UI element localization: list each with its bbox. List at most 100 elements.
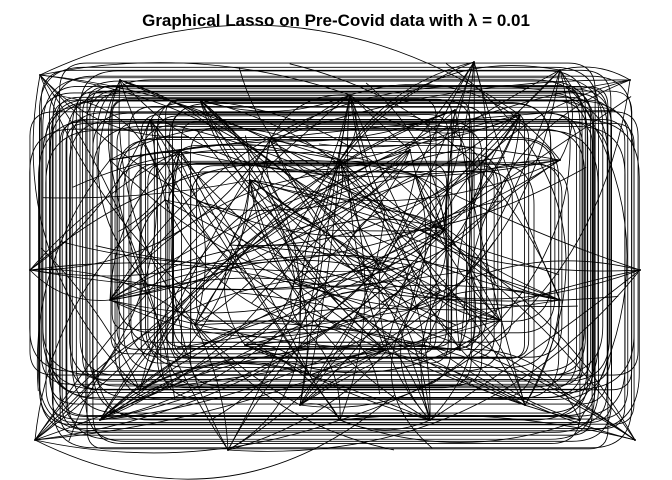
graph-edge	[459, 349, 581, 421]
graph-edge	[68, 259, 381, 442]
graph-edge	[140, 114, 449, 364]
graph-edge	[249, 159, 561, 202]
graph-edge	[71, 80, 594, 414]
graph-edge	[349, 94, 411, 266]
graph-edge	[429, 269, 641, 421]
graph-edge	[224, 249, 246, 346]
graph-node	[439, 289, 441, 291]
graph-edge	[339, 419, 431, 431]
graph-node	[99, 419, 101, 421]
graph-edge	[39, 24, 521, 116]
graph-edge	[199, 99, 561, 301]
graph-edge	[444, 61, 475, 231]
graph-edge	[294, 279, 619, 302]
graph-node	[409, 264, 411, 266]
graph-edge	[153, 115, 432, 363]
graph-edge	[109, 229, 446, 314]
graph-node	[109, 159, 111, 161]
graph-edge	[39, 74, 176, 401]
graph-edge	[39, 62, 351, 96]
graph-edge	[379, 269, 461, 351]
graph-node	[249, 179, 251, 181]
graph-edge	[249, 179, 386, 351]
graph-edge	[34, 394, 395, 480]
graph-edge	[381, 61, 488, 303]
graph-edge	[519, 110, 613, 116]
graph-edge	[229, 204, 276, 246]
graph-node	[339, 159, 341, 161]
graph-nodes	[29, 61, 641, 451]
graph-edge	[99, 229, 446, 421]
graph-edge	[275, 160, 446, 231]
graph-node	[309, 374, 311, 376]
graph-node	[384, 209, 386, 211]
graph-edge	[414, 61, 475, 176]
graph-node	[39, 74, 41, 76]
graph-edge	[118, 149, 181, 232]
graph-edge	[339, 419, 581, 443]
graph-edge	[379, 159, 561, 271]
graph-edge	[92, 126, 626, 417]
graph-node	[559, 159, 561, 161]
graph-edge	[344, 209, 386, 256]
graph-node	[194, 324, 196, 326]
graph-edge	[172, 144, 481, 349]
graph-node	[349, 94, 351, 96]
graph-node	[139, 389, 141, 391]
graph-edge	[52, 94, 166, 201]
graph-node	[244, 344, 246, 346]
graph-node	[294, 279, 296, 281]
graph-edge	[339, 159, 561, 301]
graph-edge	[196, 165, 499, 322]
graph-edge	[299, 94, 351, 406]
graph-edge	[229, 135, 251, 246]
graph-edge	[39, 74, 190, 138]
graph-node	[109, 299, 111, 301]
graph-node	[414, 174, 416, 176]
graph-node	[319, 229, 321, 231]
graph-edge	[316, 200, 501, 321]
graph-edge	[95, 245, 381, 272]
graph-node	[409, 149, 411, 151]
graph-edge	[36, 159, 111, 392]
graph-node	[274, 204, 276, 206]
graph-node	[524, 404, 526, 406]
graph-edge	[40, 69, 612, 385]
graph-edge	[45, 106, 629, 420]
graph-edge	[269, 139, 346, 256]
graph-edge	[52, 75, 632, 449]
graph-edge	[285, 149, 411, 232]
graph-edge	[197, 200, 296, 281]
graph-edge	[318, 114, 521, 148]
graph-node	[229, 244, 231, 246]
graph-edge	[227, 304, 420, 451]
graph-edge	[227, 209, 386, 451]
graph-edge	[92, 92, 581, 444]
graph-edge	[168, 103, 552, 322]
graph-edge	[176, 309, 411, 349]
graph-node	[339, 419, 341, 421]
graph-edge	[445, 63, 567, 406]
graph-node	[34, 439, 36, 441]
graph-edge	[42, 179, 251, 199]
graph-edge	[109, 278, 446, 338]
graph-edge	[72, 148, 341, 188]
graph-edge	[469, 241, 495, 271]
graph-edge	[269, 139, 416, 176]
graph-edge	[339, 79, 631, 421]
graph-edge	[239, 292, 636, 441]
graph-node	[299, 324, 301, 326]
graph-edge	[266, 139, 310, 220]
graph-edge	[96, 79, 588, 421]
graph-node	[559, 69, 561, 71]
graph-node	[629, 79, 631, 81]
graph-edge	[99, 96, 632, 421]
graph-edge	[123, 152, 503, 372]
graph-edge	[109, 254, 561, 301]
graph-edge	[400, 309, 431, 421]
graph-edge	[82, 91, 592, 380]
graph-edge	[409, 264, 526, 406]
graph-edge	[227, 94, 351, 451]
graph-node	[409, 309, 411, 311]
graph-edge	[34, 149, 411, 441]
